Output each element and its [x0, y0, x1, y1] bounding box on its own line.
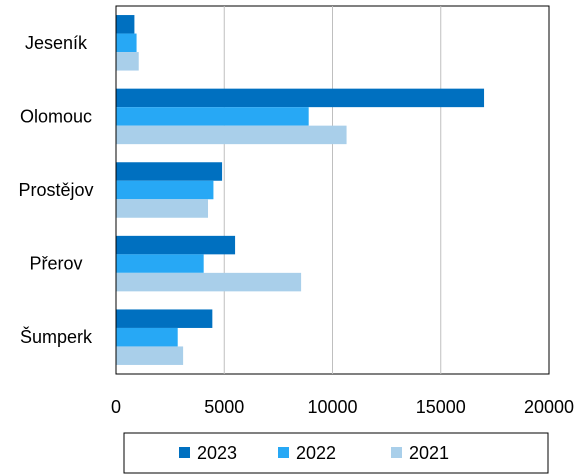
- legend-label: 2022: [296, 443, 336, 463]
- bar: [116, 346, 184, 365]
- bar: [116, 162, 223, 181]
- bar: [116, 199, 209, 218]
- bar: [116, 15, 135, 34]
- tick-label: 5000: [204, 397, 244, 417]
- tick-label: 15000: [416, 397, 466, 417]
- category-label: Jeseník: [25, 33, 88, 53]
- legend-frame: [123, 432, 549, 474]
- bar: [116, 327, 178, 347]
- bar: [116, 125, 347, 145]
- category-label: Šumperk: [20, 326, 93, 347]
- legend-swatch: [278, 447, 289, 458]
- legend-swatch: [179, 447, 190, 458]
- bars: [116, 15, 485, 365]
- legend-label: 2021: [409, 443, 449, 463]
- bar: [116, 33, 137, 53]
- tick-label: 10000: [307, 397, 357, 417]
- bar: [116, 235, 236, 255]
- bar: [116, 88, 485, 108]
- legend: 2023 2022 2021: [123, 432, 549, 474]
- tick-label: 0: [111, 397, 121, 417]
- category-label: Prostějov: [18, 180, 93, 200]
- x-tick-labels: 0 5000 10000 15000 20000: [111, 397, 574, 417]
- bar: [116, 180, 214, 200]
- bar: [116, 309, 213, 328]
- category-labels: Jeseník Olomouc Prostějov Přerov Šumperk: [18, 33, 93, 347]
- bar: [116, 52, 139, 71]
- category-label: Přerov: [29, 254, 82, 274]
- category-label: Olomouc: [20, 106, 92, 126]
- bar: [116, 107, 309, 126]
- legend-label: 2023: [197, 443, 237, 463]
- gridlines: [223, 6, 442, 374]
- tick-label: 20000: [524, 397, 574, 417]
- bar: [116, 254, 204, 273]
- legend-swatch: [391, 447, 402, 458]
- bar: [116, 272, 302, 292]
